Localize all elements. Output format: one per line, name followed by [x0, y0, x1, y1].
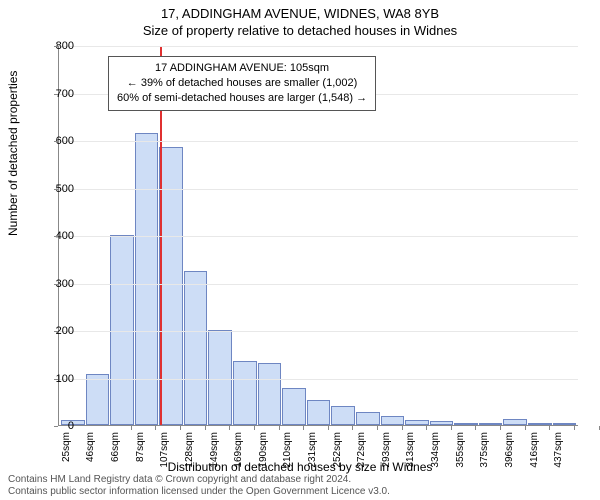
histogram-bar: [553, 423, 577, 425]
grid-line: [59, 189, 578, 190]
y-tick-mark: [54, 284, 58, 285]
y-tick-mark: [54, 379, 58, 380]
histogram-bar: [454, 423, 478, 425]
histogram-bar: [307, 400, 331, 425]
y-tick-mark: [54, 94, 58, 95]
x-tick-label: 46sqm: [85, 432, 96, 462]
y-tick-mark: [54, 46, 58, 47]
y-tick-mark: [54, 331, 58, 332]
x-tick-mark: [205, 426, 206, 430]
x-tick-label: 149sqm: [209, 432, 220, 468]
x-tick-mark: [500, 426, 501, 430]
x-tick-label: 107sqm: [159, 432, 170, 468]
x-tick-mark: [131, 426, 132, 430]
x-tick-label: 252sqm: [332, 432, 343, 468]
annotation-line2: ← 39% of detached houses are smaller (1,…: [117, 76, 367, 91]
title-sub: Size of property relative to detached ho…: [0, 21, 600, 38]
x-tick-label: 396sqm: [504, 432, 515, 468]
x-tick-label: 355sqm: [455, 432, 466, 468]
histogram-bar: [258, 363, 282, 425]
x-tick-label: 66sqm: [110, 432, 121, 462]
histogram-bar: [405, 420, 429, 425]
x-tick-label: 272sqm: [356, 432, 367, 468]
x-tick-mark: [549, 426, 550, 430]
histogram-bar: [356, 412, 380, 425]
grid-line: [59, 46, 578, 47]
x-tick-label: 231sqm: [307, 432, 318, 468]
histogram-bar: [381, 416, 405, 426]
x-tick-mark: [180, 426, 181, 430]
histogram-bar: [110, 235, 134, 425]
x-tick-mark: [525, 426, 526, 430]
x-tick-label: 190sqm: [258, 432, 269, 468]
y-tick-mark: [54, 141, 58, 142]
x-tick-mark: [303, 426, 304, 430]
x-tick-mark: [426, 426, 427, 430]
title-main: 17, ADDINGHAM AVENUE, WIDNES, WA8 8YB: [0, 0, 600, 21]
chart-container: 17, ADDINGHAM AVENUE, WIDNES, WA8 8YB Si…: [0, 0, 600, 500]
x-tick-label: 416sqm: [529, 432, 540, 468]
x-tick-label: 437sqm: [553, 432, 564, 468]
histogram-bar: [282, 388, 306, 425]
y-tick-mark: [54, 236, 58, 237]
x-tick-label: 169sqm: [233, 432, 244, 468]
x-tick-mark: [328, 426, 329, 430]
x-tick-mark: [155, 426, 156, 430]
histogram-bar: [503, 419, 527, 425]
y-axis-label: Number of detached properties: [6, 71, 20, 236]
annotation-line1: 17 ADDINGHAM AVENUE: 105sqm: [117, 61, 367, 76]
x-tick-label: 210sqm: [282, 432, 293, 468]
x-tick-mark: [574, 426, 575, 430]
x-tick-label: 334sqm: [430, 432, 441, 468]
footer-line1: Contains HM Land Registry data © Crown c…: [8, 474, 390, 486]
x-tick-label: 375sqm: [479, 432, 490, 468]
histogram-bar: [430, 421, 454, 425]
grid-line: [59, 331, 578, 332]
grid-line: [59, 379, 578, 380]
histogram-bar: [86, 374, 110, 425]
footer-line2: Contains public sector information licen…: [8, 486, 390, 498]
histogram-bar: [184, 271, 208, 425]
x-tick-mark: [377, 426, 378, 430]
x-tick-mark: [254, 426, 255, 430]
x-tick-mark: [599, 426, 600, 430]
x-tick-label: 128sqm: [184, 432, 195, 468]
annotation-box: 17 ADDINGHAM AVENUE: 105sqm ← 39% of det…: [108, 56, 376, 111]
x-tick-mark: [352, 426, 353, 430]
histogram-bar: [331, 406, 355, 425]
y-tick-mark: [54, 426, 58, 427]
histogram-bar: [208, 330, 232, 425]
grid-line: [59, 141, 578, 142]
histogram-bar: [233, 361, 257, 425]
x-tick-mark: [279, 426, 280, 430]
annotation-line3: 60% of semi-detached houses are larger (…: [117, 91, 367, 106]
x-tick-mark: [229, 426, 230, 430]
footer: Contains HM Land Registry data © Crown c…: [8, 474, 390, 498]
x-tick-label: 25sqm: [61, 432, 72, 462]
grid-line: [59, 284, 578, 285]
x-tick-mark: [475, 426, 476, 430]
histogram-bar: [479, 423, 503, 425]
y-tick-mark: [54, 189, 58, 190]
x-tick-label: 87sqm: [135, 432, 146, 462]
x-tick-mark: [402, 426, 403, 430]
histogram-bar: [135, 133, 159, 425]
x-tick-label: 313sqm: [405, 432, 416, 468]
x-tick-label: 293sqm: [381, 432, 392, 468]
grid-line: [59, 236, 578, 237]
histogram-bar: [528, 423, 552, 425]
x-tick-mark: [451, 426, 452, 430]
